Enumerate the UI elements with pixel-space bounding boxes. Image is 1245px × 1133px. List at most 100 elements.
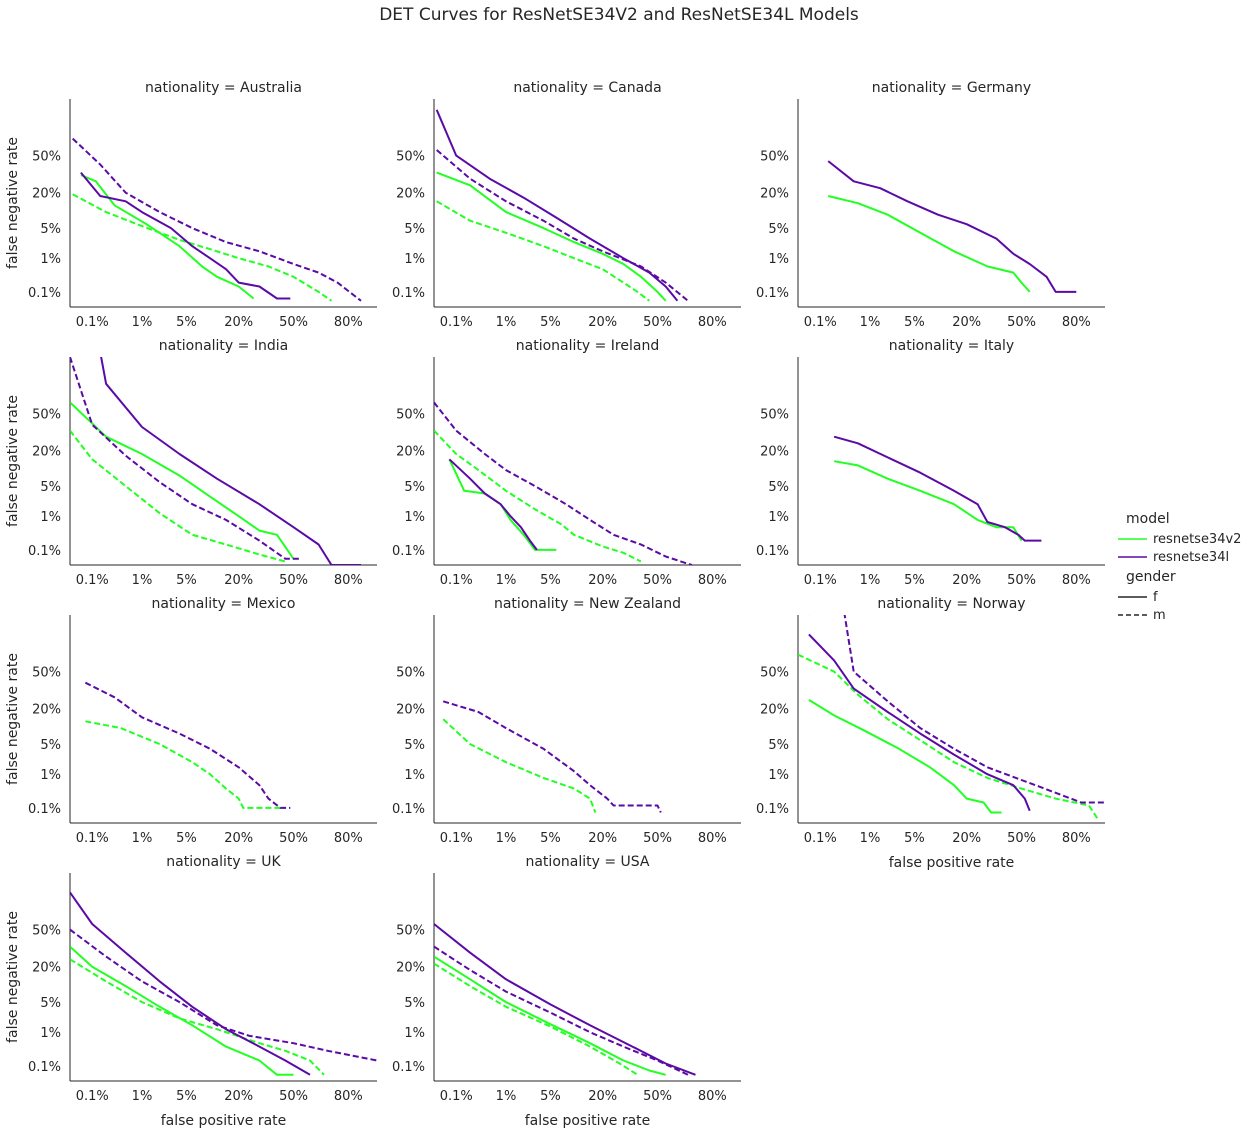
- facet-title: nationality = USA: [525, 854, 649, 870]
- y-axis-label: false negative rate: [5, 653, 21, 785]
- facet-title: nationality = Ireland: [516, 338, 659, 354]
- x-axis-label: false positive rate: [161, 1113, 287, 1129]
- x-tick-label: 1%: [496, 573, 517, 588]
- facet-title: nationality = Germany: [872, 80, 1031, 96]
- y-tick-label: 1%: [404, 510, 425, 525]
- x-tick-label: 80%: [698, 1089, 727, 1104]
- facet-title: nationality = Canada: [513, 80, 661, 96]
- series-line-resnetse34l-f: [808, 633, 1031, 812]
- series-line-resnetse34l-m: [72, 137, 362, 302]
- x-axis-label: false positive rate: [889, 855, 1015, 871]
- y-tick-label: 20%: [760, 703, 789, 718]
- y-tick-label: 20%: [32, 187, 61, 202]
- legend-gender-label-f: f: [1153, 590, 1158, 605]
- y-tick-label: 20%: [760, 445, 789, 460]
- y-tick-label: 50%: [760, 666, 789, 681]
- y-axis-label: false negative rate: [5, 395, 21, 527]
- facet-title: nationality = New Zealand: [494, 596, 681, 612]
- series-line-resnetse34l-f: [833, 435, 1042, 542]
- y-tick-label: 0.1%: [756, 802, 789, 817]
- y-tick-label: 50%: [396, 408, 425, 423]
- x-tick-label: 0.1%: [76, 573, 109, 588]
- series-line-resnetse34l-m: [84, 681, 291, 809]
- y-tick-label: 20%: [396, 703, 425, 718]
- series-line-resnetse34v2-m: [442, 718, 597, 813]
- x-tick-label: 50%: [643, 573, 672, 588]
- series-line-resnetse34l-f: [435, 109, 679, 302]
- y-tick-label: 5%: [768, 738, 789, 753]
- x-tick-label: 1%: [860, 573, 881, 588]
- x-tick-label: 20%: [224, 573, 253, 588]
- y-tick-label: 20%: [760, 187, 789, 202]
- series-group: [442, 700, 662, 813]
- x-tick-label: 5%: [540, 315, 561, 330]
- facet-panel: nationality = USA 0.1% 1% 5% 20% 50% 80% 0.1% 1%…: [392, 854, 741, 1129]
- series-line-resnetse34l-m: [442, 700, 662, 813]
- y-tick-label: 20%: [32, 703, 61, 718]
- series-group: [833, 435, 1042, 542]
- y-tick-label: 5%: [768, 222, 789, 237]
- series-line-resnetse34v2-f: [833, 460, 1023, 542]
- y-tick-label: 50%: [32, 408, 61, 423]
- x-tick-label: 80%: [334, 315, 363, 330]
- series-line-resnetse34l-m: [434, 401, 693, 565]
- facet-panel: nationality = Italy 0.1% 1% 5% 20% 50% 80% 0.1%…: [756, 338, 1105, 588]
- y-tick-label: 5%: [40, 222, 61, 237]
- y-tick-label: 20%: [396, 445, 425, 460]
- series-line-resnetse34l-m: [434, 945, 689, 1076]
- y-tick-label: 0.1%: [28, 544, 61, 559]
- x-tick-label: 20%: [588, 573, 617, 588]
- legend-gender-title: gender: [1126, 569, 1176, 585]
- series-line-resnetse34v2-f: [80, 174, 255, 300]
- x-tick-label: 5%: [904, 315, 925, 330]
- x-tick-label: 20%: [588, 1089, 617, 1104]
- series-line-resnetse34v2-f: [70, 401, 295, 560]
- y-tick-label: 0.1%: [392, 1060, 425, 1075]
- y-tick-label: 5%: [40, 738, 61, 753]
- series-group: [84, 681, 291, 809]
- y-tick-label: 5%: [768, 480, 789, 495]
- y-tick-label: 1%: [40, 768, 61, 783]
- x-tick-label: 0.1%: [76, 1089, 109, 1104]
- series-group: [827, 160, 1077, 293]
- y-tick-label: 1%: [40, 510, 61, 525]
- x-tick-label: 80%: [334, 831, 363, 846]
- y-tick-label: 5%: [40, 996, 61, 1011]
- series-line-resnetse34v2-m: [434, 429, 642, 563]
- x-tick-label: 50%: [1007, 315, 1036, 330]
- x-tick-label: 5%: [904, 831, 925, 846]
- series-line-resnetse34v2-m: [434, 962, 639, 1076]
- y-tick-label: 1%: [40, 252, 61, 267]
- legend: model resnetse34v2 resnetse34l gender f …: [1118, 511, 1241, 623]
- facet-title: nationality = Australia: [145, 80, 302, 96]
- x-tick-label: 1%: [496, 315, 517, 330]
- y-tick-label: 1%: [40, 1026, 61, 1041]
- series-line-resnetse34l-f: [448, 458, 538, 551]
- x-tick-label: 5%: [904, 573, 925, 588]
- x-tick-label: 20%: [952, 573, 981, 588]
- x-tick-label: 50%: [279, 573, 308, 588]
- x-tick-label: 20%: [588, 831, 617, 846]
- x-tick-label: 0.1%: [804, 831, 837, 846]
- facet-panel: nationality = Norway 0.1% 1% 5% 20% 50% 80% 0.1…: [756, 596, 1105, 871]
- x-tick-label: 1%: [132, 573, 153, 588]
- series-group: [434, 401, 693, 565]
- y-tick-label: 50%: [760, 150, 789, 165]
- x-tick-label: 1%: [132, 831, 153, 846]
- facet-panel: nationality = New Zealand 0.1% 1% 5% 20% 50% 8…: [392, 596, 741, 846]
- figure-title: DET Curves for ResNetSE34V2 and ResNetSE…: [379, 5, 859, 25]
- y-tick-label: 1%: [404, 768, 425, 783]
- y-tick-label: 1%: [404, 252, 425, 267]
- series-line-resnetse34v2-m: [85, 720, 286, 809]
- legend-model-label-0: resnetse34v2: [1153, 532, 1241, 547]
- y-tick-label: 20%: [396, 187, 425, 202]
- series-line-resnetse34l-f: [80, 171, 291, 300]
- x-tick-label: 50%: [1007, 573, 1036, 588]
- x-tick-label: 0.1%: [804, 315, 837, 330]
- y-tick-label: 50%: [396, 666, 425, 681]
- y-tick-label: 1%: [768, 768, 789, 783]
- facet-title: nationality = India: [159, 338, 288, 354]
- facet-panel: nationality = Australia 0.1% 1% 5% 20% 50% 80%…: [5, 80, 377, 330]
- y-tick-label: 0.1%: [392, 286, 425, 301]
